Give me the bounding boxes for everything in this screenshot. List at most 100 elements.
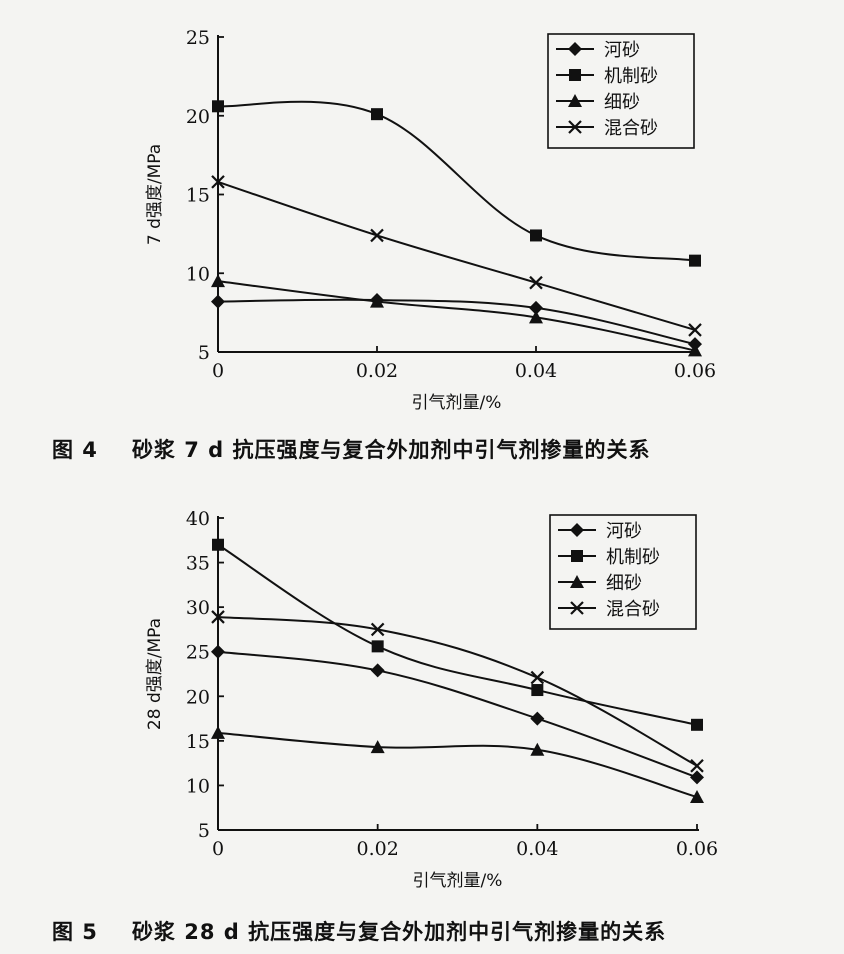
data-point [688,343,702,357]
x-tick-label: 0.02 [356,360,398,382]
legend-label: 河砂 [604,40,640,61]
y-tick-label: 5 [198,342,210,364]
figure-4-caption: 图 4 砂浆 7 d 抗压强度与复合外加剂中引气剂掺量的关系 [52,434,651,464]
legend-marker [568,42,582,56]
data-point [529,300,543,315]
y-tick-label: 10 [186,263,210,285]
chart-28d-strength: 5 10 15 20 25 30 35 40 0 0.02 0.04 0.06 引气剂量/% 28 d强度… [145,508,718,891]
y-tick-label: 15 [186,731,210,753]
data-point [370,663,385,678]
legend-label: 细砂 [604,92,640,113]
y-tick-label: 10 [186,775,210,797]
legend-marker [568,94,582,107]
data-point [690,759,704,773]
data-point [212,100,224,113]
axes: 5 10 15 20 25 30 35 40 0 0.02 0.04 0.06 [186,508,718,860]
axes: 5 10 15 20 25 0 0.02 0.04 0.06 [186,27,716,382]
y-tick-label: 30 [186,597,210,619]
y-tick-label: 20 [186,106,210,128]
data-point [211,610,225,624]
caption-text: 砂浆 7 d 抗压强度与复合外加剂中引气剂掺量的关系 [131,438,651,462]
data-point [690,770,704,785]
legend-marker [571,550,583,562]
data-point [530,711,545,726]
series-line [217,298,696,346]
series-square [212,100,701,267]
data-point [211,274,225,288]
series-diamond [211,293,702,352]
legend-label: 混合砂 [606,599,660,620]
figure-4: 5 10 15 20 25 0 0.02 0.04 0.06 引气剂量/% 7 d强度/MPa 河砂机… [0,0,844,475]
figure-5: 5 10 15 20 25 30 35 40 0 0.02 0.04 0.06 引气剂量/% 28 d强度… [0,478,844,954]
series-triangle [211,274,702,357]
legend-marker [570,523,584,537]
legend-label: 河砂 [606,521,642,542]
x-tick-label: 0.02 [357,838,399,860]
data-point [530,670,545,685]
x-tick-label: 0.04 [516,838,558,860]
caption-number: 图 4 [52,438,98,462]
legend-label: 细砂 [606,573,642,594]
data-point [211,175,225,189]
legend-marker [568,120,582,134]
chart-7d-strength: 5 10 15 20 25 0 0.02 0.04 0.06 引气剂量/% 7 d强度/MPa 河砂机… [145,27,716,413]
y-tick-label: 5 [198,820,210,842]
legend-label: 机制砂 [606,547,660,568]
y-tick-label: 40 [186,508,210,530]
data-point [370,622,385,637]
legend-marker [570,601,584,615]
data-point [530,229,542,242]
series-diamond [211,644,704,785]
data-point [211,725,225,739]
data-point [530,742,545,756]
figure-5-caption: 图 5 砂浆 28 d 抗压强度与复合外加剂中引气剂掺量的关系 [52,916,666,946]
y-axis-label: 28 d强度/MPa [145,618,165,730]
legend-marker [570,575,584,588]
data-point [370,228,384,243]
data-point [370,740,385,754]
x-axis-label: 引气剂量/% [412,393,502,413]
series-line [217,280,696,352]
series-triangle [211,725,704,804]
data-point [688,323,702,337]
data-point [370,294,384,308]
caption-number: 图 5 [52,920,98,944]
x-tick-label: 0.04 [515,360,557,382]
series-line [217,180,696,331]
y-axis-label: 7 d强度/MPa [145,144,165,245]
series-line [217,615,698,767]
data-point [689,254,701,267]
series-line [217,543,698,726]
data-point [691,718,703,731]
data-point [531,684,544,697]
caption-text: 砂浆 28 d 抗压强度与复合外加剂中引气剂掺量的关系 [131,920,667,944]
series-line [217,100,696,262]
x-axis-label: 引气剂量/% [413,871,503,891]
series-line [217,731,698,798]
x-tick-label: 0.06 [676,838,718,860]
data-point [212,538,224,551]
legend-label: 机制砂 [604,66,658,87]
data-point [211,294,225,309]
data-point [371,640,384,653]
x-tick-label: 0.06 [674,360,716,382]
legend-label: 混合砂 [604,118,658,139]
y-tick-label: 25 [186,642,210,664]
y-tick-label: 20 [186,686,210,708]
series-square [212,538,703,731]
y-tick-label: 35 [186,553,210,575]
legend-marker [569,69,581,81]
x-tick-label: 0 [212,838,224,860]
y-tick-label: 15 [186,185,210,207]
y-tick-label: 25 [186,27,210,49]
data-point [211,644,225,659]
data-point [529,310,543,324]
data-point [690,790,704,804]
series-x [211,175,702,337]
series-line [217,650,698,779]
series-x [211,610,704,773]
data-point [371,108,383,121]
x-tick-label: 0 [212,360,224,382]
